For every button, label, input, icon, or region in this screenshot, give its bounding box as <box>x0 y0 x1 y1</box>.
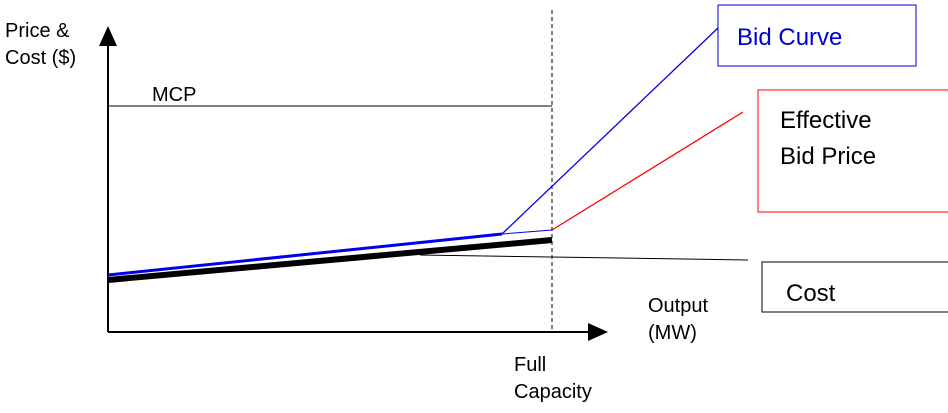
cost-curve-callout-line1: Cost <box>786 280 836 307</box>
x-axis-label-line2: (MW) <box>648 322 697 344</box>
bid-curve-line <box>107 232 503 277</box>
y-axis-label-line1: Price & <box>5 20 70 42</box>
cost-curve-callout-line2: Curve <box>786 310 850 337</box>
mcp-label: MCP <box>152 84 196 106</box>
effective-bid-callout-line2: Bid Price <box>780 143 876 170</box>
bid-curve-callout-text: Bid Curve <box>737 24 842 51</box>
effective-bid-callout-line1: Effective <box>780 107 872 134</box>
effective-bid-callout-box <box>757 89 948 213</box>
cost-curve-leader <box>419 254 749 261</box>
capacity-label-line1: Full <box>514 354 546 376</box>
x-axis-arrowhead <box>588 323 608 341</box>
effective-bid-line <box>551 111 744 231</box>
bid-curve-steep <box>501 27 719 235</box>
y-axis-arrowhead <box>99 26 117 46</box>
y-axis-label-line2: Cost ($) <box>5 47 76 69</box>
capacity-label-line2: Capacity <box>514 381 592 403</box>
x-axis-label-line1: Output <box>648 295 708 317</box>
cost-curve-line <box>107 237 553 283</box>
cost-curve-callout-box <box>761 261 948 313</box>
bid-curve-callout-box <box>717 4 917 67</box>
bid-curve-connector <box>501 229 553 235</box>
